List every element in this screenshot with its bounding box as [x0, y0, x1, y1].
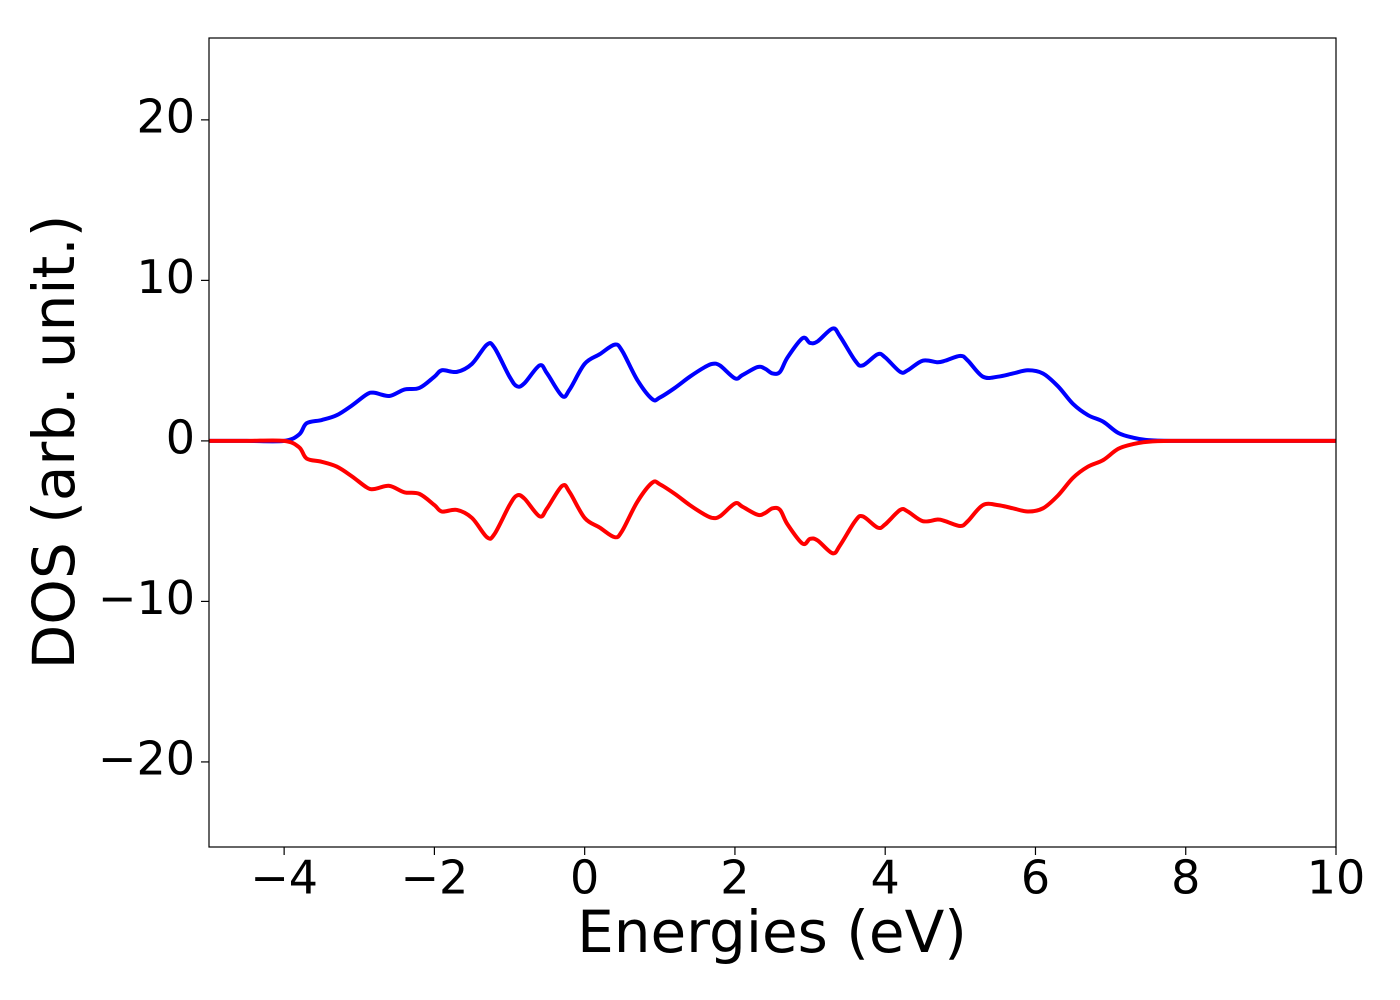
y-tick-label: 20 — [136, 89, 195, 143]
x-tick-label: 6 — [1021, 851, 1050, 905]
series-line — [208, 326, 1336, 444]
x-axis-label: Energies (eV) — [577, 898, 967, 966]
y-tick-label: 0 — [166, 410, 195, 464]
x-tick-label: 4 — [871, 851, 900, 905]
y-axis-label: DOS (arb. unit.) — [20, 215, 88, 670]
x-tick-label: 10 — [1307, 851, 1366, 905]
y-tick-label: 10 — [136, 250, 195, 304]
x-tick-label: −4 — [250, 851, 318, 905]
x-tick-label: −2 — [400, 851, 468, 905]
series-line — [208, 438, 1336, 556]
y-tick-label: −20 — [98, 731, 195, 785]
x-tick-label: 8 — [1171, 851, 1200, 905]
x-tick-label: 2 — [720, 851, 749, 905]
y-tick-label: −10 — [98, 571, 195, 625]
plot-frame — [208, 37, 1337, 848]
x-tick-label: 0 — [570, 851, 599, 905]
